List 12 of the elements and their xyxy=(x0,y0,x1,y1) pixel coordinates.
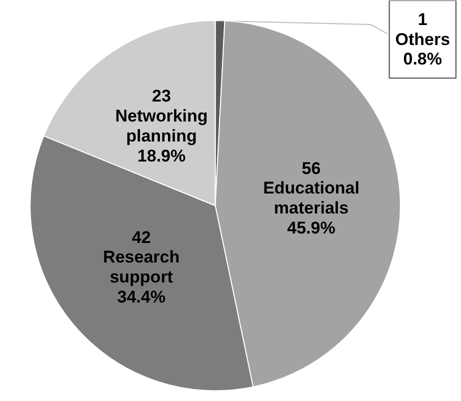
data-label: 23 xyxy=(152,86,171,106)
slice-label: Research support xyxy=(103,248,180,287)
slice-label: Others xyxy=(395,30,450,49)
slice-label: Networking planning xyxy=(115,106,208,146)
text: 45.9% xyxy=(287,218,336,238)
text: 0.8% xyxy=(403,50,442,69)
data-label: 56 xyxy=(302,158,321,178)
text: 34.4% xyxy=(117,288,166,307)
data-label: 1 xyxy=(418,10,428,29)
text: 18.9% xyxy=(137,146,186,166)
slice-label: Educational materials xyxy=(263,178,360,218)
data-label: 42 xyxy=(132,228,151,247)
